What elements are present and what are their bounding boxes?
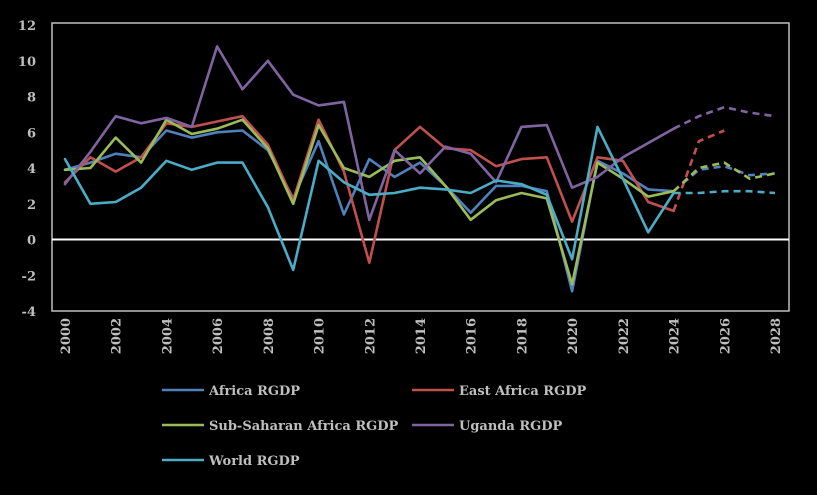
x-tick-label: 2004: [160, 318, 175, 354]
x-tick-label: 2028: [769, 318, 784, 354]
x-tick-label: 2020: [566, 318, 581, 354]
y-tick-label: 2: [27, 198, 36, 213]
x-tick-label: 2010: [313, 318, 328, 354]
x-tick-label: 2012: [363, 318, 378, 354]
y-tick-label: 8: [27, 91, 36, 106]
y-tick-label: 0: [27, 234, 36, 249]
legend: Africa RGDP East Africa RGDP Sub-Saharan A…: [162, 384, 586, 469]
x-tick-label: 2014: [414, 318, 429, 354]
series-line-sub-saharan-africa-rgdp: [63, 118, 675, 286]
x-tick-label: 2008: [262, 318, 277, 354]
y-tick-label: -2: [22, 269, 36, 284]
x-tick-label: 2006: [211, 318, 226, 354]
series-forecast-line-sub-saharan-africa-rgdp: [672, 161, 776, 193]
plot-area-border: [51, 22, 790, 312]
series-layer: [63, 45, 776, 293]
x-tick-label: 2022: [617, 318, 632, 354]
legend-label-world-rgdp: World RGDP: [208, 454, 300, 469]
series-line-east-africa-rgdp: [63, 114, 675, 265]
series-line-uganda-rgdp: [63, 45, 675, 222]
legend-label-east-africa-rgdp: East Africa RGDP: [459, 384, 586, 399]
legend-label-uganda-rgdp: Uganda RGDP: [459, 419, 563, 434]
series-line-world-rgdp: [63, 125, 675, 272]
x-tick-label: 2002: [110, 318, 125, 354]
y-tick-label: 4: [27, 162, 36, 177]
y-tick-label: -4: [22, 305, 36, 320]
x-tick-label: 2026: [718, 318, 733, 354]
x-tick-label: 2018: [515, 318, 530, 354]
x-axis-ticks: 2000 2002 2004 2006 2008 2010 2012 2014 2016 2018…: [59, 318, 784, 354]
y-tick-label: 6: [27, 126, 36, 141]
series-forecast-line-east-africa-rgdp: [672, 129, 725, 212]
series-line-africa-rgdp: [63, 129, 675, 293]
y-axis-ticks: -4 -2 0 2 4 6 8 10 12: [18, 19, 36, 320]
x-tick-label: 2000: [59, 318, 74, 354]
series-forecast-line-world-rgdp: [673, 189, 776, 195]
x-tick-label: 2024: [668, 318, 683, 354]
series-forecast-line-uganda-rgdp: [673, 105, 776, 130]
y-tick-label: 12: [18, 19, 36, 34]
x-tick-label: 2016: [465, 318, 480, 354]
legend-label-sub-saharan-africa-rgdp: Sub-Saharan Africa RGDP: [209, 419, 399, 434]
legend-label-africa-rgdp: Africa RGDP: [208, 384, 300, 399]
y-tick-label: 10: [18, 55, 36, 70]
